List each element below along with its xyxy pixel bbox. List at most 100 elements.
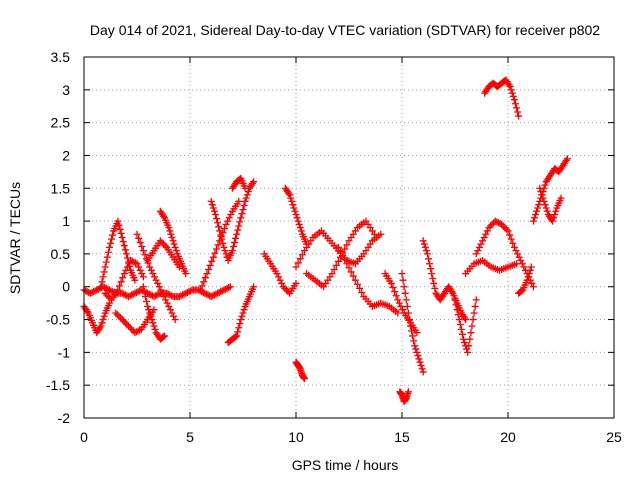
data-point xyxy=(234,328,242,336)
data-point xyxy=(187,287,195,295)
data-point xyxy=(90,288,98,296)
data-point xyxy=(146,263,154,271)
data-point xyxy=(296,255,304,263)
axis-ticks: 0 5 10 15 20 25 -2 -1.5 -1 -0.5 0 0.5 1 1.5 2 2.5 3 3.5 xyxy=(46,49,622,445)
data-point xyxy=(563,155,571,163)
data-point xyxy=(183,288,191,296)
data-point xyxy=(397,302,405,310)
data-point xyxy=(236,320,244,328)
data-point xyxy=(233,332,241,340)
data-point xyxy=(133,260,141,268)
data-point xyxy=(527,263,535,271)
data-point xyxy=(113,311,121,319)
data-point xyxy=(165,224,173,232)
data-point xyxy=(330,265,338,273)
data-point xyxy=(131,259,139,267)
data-point xyxy=(487,222,495,230)
x-tick-label: 25 xyxy=(606,429,622,445)
data-point xyxy=(470,309,478,317)
data-point xyxy=(416,358,424,366)
data-point xyxy=(418,365,426,373)
data-point xyxy=(115,221,123,229)
data-point xyxy=(235,222,243,230)
data-point xyxy=(209,253,217,261)
data-point xyxy=(538,191,546,199)
data-point xyxy=(426,260,434,268)
data-point xyxy=(509,92,517,100)
data-point xyxy=(152,292,160,300)
data-point xyxy=(510,243,518,251)
data-point xyxy=(485,224,493,232)
data-point xyxy=(114,286,122,294)
data-point xyxy=(461,314,469,322)
data-point xyxy=(157,286,165,294)
data-point xyxy=(351,276,359,284)
data-point xyxy=(208,201,216,209)
data-point xyxy=(413,348,421,356)
data-point xyxy=(493,218,501,226)
data-point xyxy=(419,368,427,376)
data-point xyxy=(224,217,232,225)
data-point xyxy=(156,237,164,245)
data-point xyxy=(288,197,296,205)
data-point xyxy=(281,284,289,292)
data-point xyxy=(510,96,518,104)
data-point xyxy=(456,320,464,328)
data-point xyxy=(139,283,147,291)
data-point xyxy=(235,324,243,332)
data-point xyxy=(165,302,173,310)
data-point xyxy=(106,294,114,302)
data-point xyxy=(107,287,115,295)
plot-frame xyxy=(83,56,615,419)
data-point xyxy=(122,266,130,274)
data-point xyxy=(349,272,357,280)
data-point xyxy=(356,284,364,292)
data-point xyxy=(204,291,212,299)
data-point xyxy=(512,104,520,112)
data-point xyxy=(118,289,126,297)
data-point xyxy=(508,89,516,97)
y-tick-label: -0.5 xyxy=(46,312,70,328)
data-point xyxy=(557,194,565,202)
data-point xyxy=(300,375,308,383)
data-point xyxy=(155,283,163,291)
data-point xyxy=(236,218,244,226)
data-point xyxy=(395,299,403,307)
data-point xyxy=(539,194,547,202)
x-tick-label: 0 xyxy=(80,429,88,445)
data-point xyxy=(328,270,336,278)
data-point xyxy=(291,207,299,215)
data-point xyxy=(552,207,560,215)
data-point xyxy=(98,278,106,286)
data-point xyxy=(160,240,167,248)
data-point xyxy=(528,279,536,287)
data-point xyxy=(220,224,228,232)
data-point xyxy=(408,327,416,335)
x-axis-label: GPS time / hours xyxy=(292,457,399,473)
data-point xyxy=(122,250,130,258)
data-point xyxy=(145,290,153,298)
data-point xyxy=(147,312,155,320)
data-point xyxy=(129,290,137,298)
data-point xyxy=(211,249,219,257)
data-point xyxy=(536,184,544,192)
data-point xyxy=(399,276,407,284)
data-point xyxy=(467,329,475,337)
data-point xyxy=(201,289,209,297)
data-point xyxy=(182,270,190,278)
y-tick-label: 3.5 xyxy=(51,49,71,65)
data-point xyxy=(205,265,213,273)
data-point xyxy=(413,329,421,337)
data-point xyxy=(134,327,142,335)
data-point xyxy=(400,283,408,291)
data-point xyxy=(343,241,351,249)
data-point xyxy=(177,292,185,300)
y-tick-label: 2.5 xyxy=(51,115,71,131)
data-point xyxy=(410,337,418,345)
data-point xyxy=(377,230,385,238)
data-point xyxy=(160,333,167,341)
data-point xyxy=(83,307,91,315)
data-point xyxy=(461,339,469,347)
data-point xyxy=(358,288,366,296)
data-point xyxy=(290,204,298,212)
